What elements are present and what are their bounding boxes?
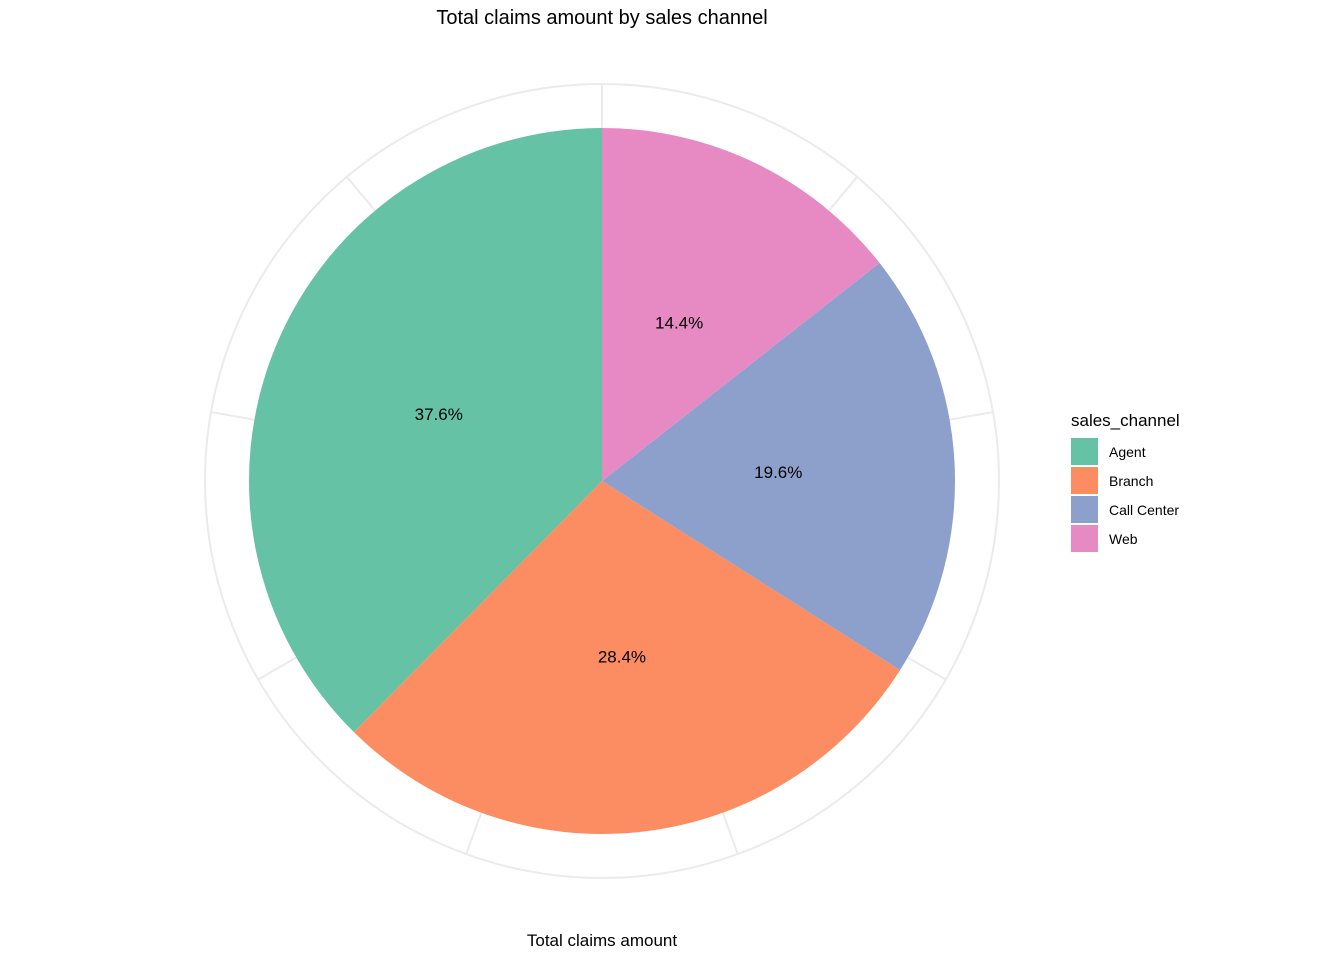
pie-slice-call-center (602, 262, 955, 671)
legend-swatch (1071, 496, 1098, 523)
grid-tick (257, 656, 297, 681)
legend-label: Web (1109, 531, 1138, 547)
grid-tick (721, 812, 739, 855)
legend-label: Call Center (1109, 502, 1179, 518)
legend-item-branch: Branch (1071, 467, 1153, 494)
pie-slice-web (602, 128, 880, 481)
pie-slice-labels: 37.6% 28.4% 19.6% 14.4% (415, 313, 803, 666)
grid-tick (949, 411, 994, 421)
legend-item-call-center: Call Center (1071, 496, 1179, 523)
grid-tick (907, 656, 947, 681)
legend-item-web: Web (1071, 525, 1138, 552)
chart-title: Total claims amount by sales channel (436, 7, 767, 29)
slice-label-agent: 37.6% (415, 405, 463, 424)
legend-items: Agent Branch Call Center Web (1071, 438, 1179, 552)
grid-tick (465, 812, 483, 855)
polar-grid (204, 83, 1000, 879)
grid-tick (828, 176, 858, 212)
slice-label-call-center: 19.6% (754, 463, 802, 482)
legend-label: Branch (1109, 473, 1153, 489)
pie-slice-agent (249, 128, 602, 733)
legend-swatch (1071, 525, 1098, 552)
legend-label: Agent (1109, 444, 1146, 460)
pie-slice-branch (353, 481, 901, 834)
grid-tick (210, 411, 255, 421)
legend-item-agent: Agent (1071, 438, 1146, 465)
slice-label-web: 14.4% (655, 313, 703, 332)
pie-slices (249, 128, 955, 834)
legend: sales_channel Agent Branch Call Center Web (1071, 411, 1180, 552)
legend-swatch (1071, 438, 1098, 465)
legend-title: sales_channel (1071, 411, 1180, 430)
legend-swatch (1071, 467, 1098, 494)
x-axis-label: Total claims amount (527, 931, 678, 950)
grid-tick (346, 176, 376, 212)
slice-label-branch: 28.4% (598, 647, 646, 666)
